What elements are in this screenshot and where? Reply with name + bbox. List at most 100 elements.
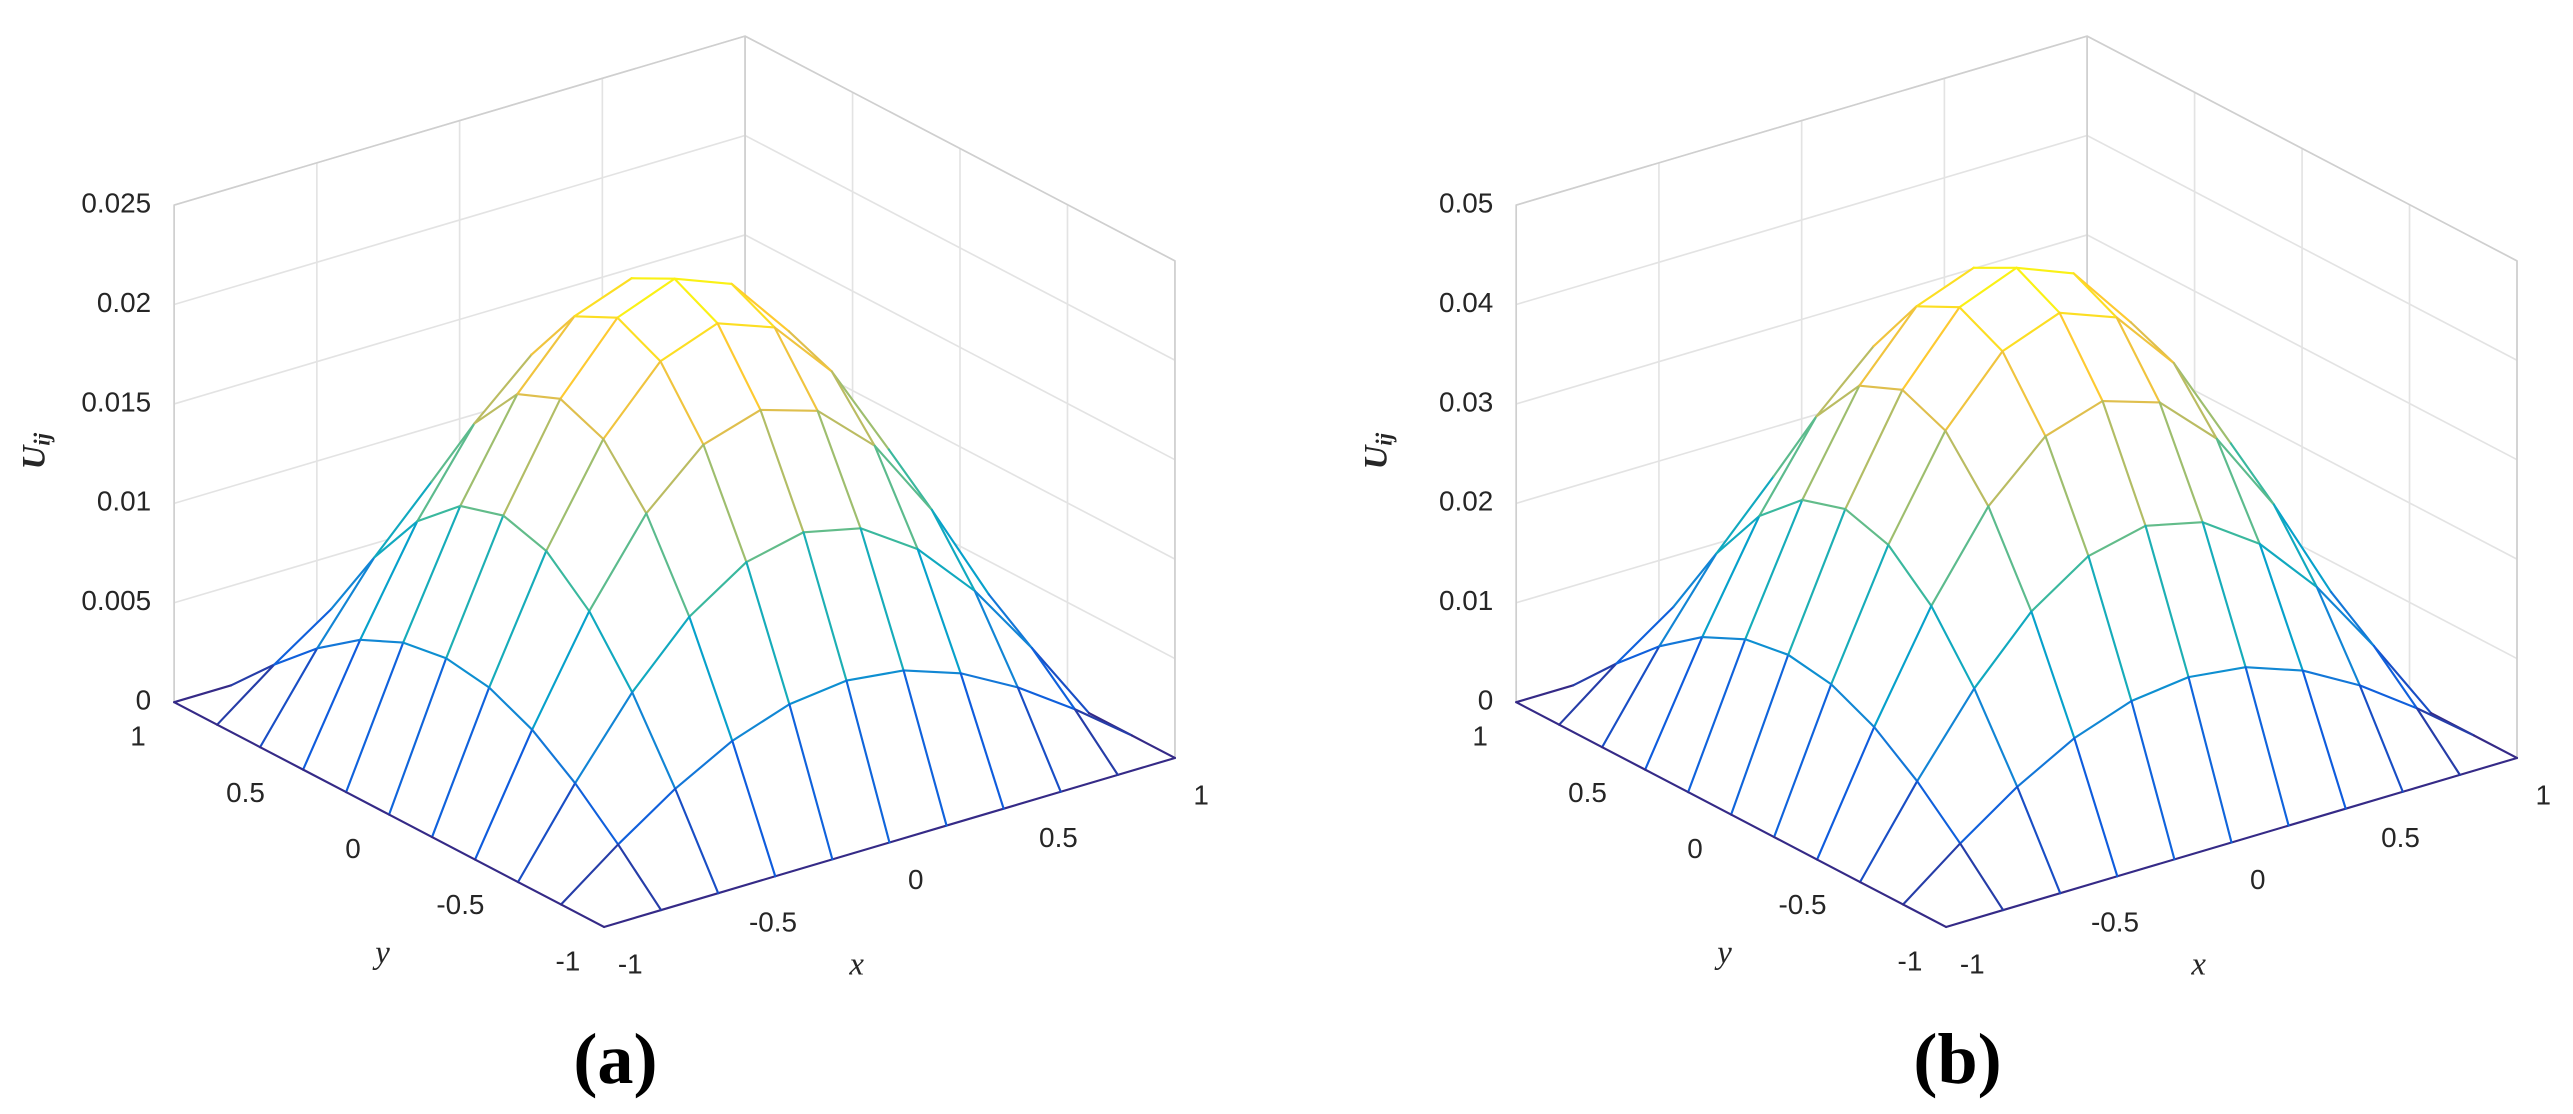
mesh-edge <box>2187 676 2233 844</box>
mesh-edge <box>973 589 1033 650</box>
z-tick-label: 0.015 <box>81 386 151 417</box>
mesh-face <box>817 410 918 550</box>
mesh-edge <box>1558 723 1604 749</box>
mesh-face <box>1074 709 1175 775</box>
mesh-edge <box>731 739 777 878</box>
mesh-face <box>1860 781 1961 905</box>
z-tick-label: 0.02 <box>97 287 151 318</box>
mesh-edge <box>716 322 776 329</box>
mesh-face <box>860 528 961 674</box>
mesh-edge <box>873 444 933 511</box>
mesh-face <box>503 398 604 551</box>
mesh-edge <box>1073 708 1134 737</box>
mesh-edge <box>1787 507 1847 656</box>
mesh-face <box>903 670 1004 826</box>
y-tick-label: -0.5 <box>1778 889 1826 920</box>
mesh-face <box>532 611 633 784</box>
mesh-edge <box>1558 662 1618 726</box>
mesh-edge <box>2058 311 2104 403</box>
mesh-face <box>1702 499 1803 640</box>
mesh-edge <box>2016 737 2076 788</box>
mesh-edge <box>660 892 720 912</box>
mesh-edge <box>688 561 748 618</box>
mesh-edge <box>1887 429 1947 546</box>
mesh-edge <box>259 746 305 771</box>
mesh-edge <box>2172 361 2232 445</box>
mesh-edge <box>1944 350 2004 432</box>
z-axis-label-base: U <box>1358 443 1394 469</box>
mesh-edge <box>2258 542 2304 672</box>
mesh-face <box>475 729 576 883</box>
mesh-edge <box>2044 435 2090 558</box>
mesh-edge <box>1615 645 1661 665</box>
mesh-face <box>2017 738 2118 894</box>
mesh <box>1515 266 2519 929</box>
mesh-edge <box>1758 498 1804 518</box>
mesh-edge <box>516 880 563 906</box>
mesh-edge <box>2201 521 2261 545</box>
mesh-edge <box>2215 437 2275 506</box>
x-tick-label: 1 <box>1193 780 1209 811</box>
mesh-face <box>1817 727 1918 883</box>
mesh-edge <box>2301 669 2361 687</box>
mesh-edge <box>1687 791 1733 816</box>
mesh-edge <box>602 437 648 515</box>
mesh-edge <box>545 437 605 552</box>
mesh-edge <box>1830 683 1876 729</box>
mesh-edge <box>731 703 791 742</box>
y-tick-label: 0.5 <box>1568 777 1607 808</box>
mesh-edge <box>702 408 762 446</box>
mesh-edge <box>1744 498 1804 641</box>
mesh-face <box>260 639 361 770</box>
mesh-edge <box>2358 684 2404 793</box>
mesh-face <box>317 521 418 649</box>
mesh-face <box>760 409 861 533</box>
mesh-face <box>1759 385 1860 517</box>
mesh-edge <box>516 782 577 884</box>
mesh-edge <box>1873 604 1933 729</box>
mesh-face <box>1988 436 2089 612</box>
mesh-edge <box>2372 644 2418 710</box>
mesh-edge <box>1601 645 1661 749</box>
mesh-edge <box>2401 773 2461 793</box>
mesh-edge <box>2059 875 2119 895</box>
mesh-face <box>846 670 947 843</box>
mesh-edge <box>530 315 576 356</box>
mesh-edge <box>2072 272 2118 319</box>
mesh-edge <box>945 807 1005 827</box>
mesh-edge <box>1773 835 1819 861</box>
mesh-edge <box>531 610 591 731</box>
mesh-edge <box>502 514 548 552</box>
x-tick-label: -0.5 <box>2091 906 2139 937</box>
mesh-edge <box>1658 636 1704 648</box>
mesh-edge <box>402 641 448 660</box>
mesh-face <box>1960 786 2061 911</box>
mesh-edge <box>2358 684 2418 710</box>
mesh-edge <box>602 909 663 929</box>
mesh-edge <box>1601 746 1647 771</box>
mesh-edge <box>887 448 933 511</box>
mesh-edge <box>273 647 319 666</box>
mesh-edge <box>930 508 990 596</box>
mesh-edge <box>531 728 577 785</box>
mesh-edge <box>745 561 791 706</box>
z-tick-label: 0.02 <box>1439 486 1493 517</box>
mesh-edge <box>473 728 534 861</box>
mesh-face <box>1774 684 1875 860</box>
mesh-face <box>518 783 619 905</box>
mesh-edge <box>1816 858 1862 884</box>
mesh-edge <box>316 638 362 650</box>
mesh-edge <box>2030 554 2090 613</box>
mesh-edge <box>2101 399 2147 527</box>
mesh-edge <box>2058 311 2118 319</box>
mesh-face <box>2102 401 2203 526</box>
mesh-edge <box>973 589 1019 689</box>
mesh-edge <box>1930 604 1976 690</box>
mesh-edge <box>730 282 790 333</box>
mesh-edge <box>173 701 219 726</box>
mesh-edge <box>516 315 576 396</box>
mesh-edge <box>2272 503 2318 589</box>
mesh-face <box>575 692 676 845</box>
mesh-edge <box>830 370 876 447</box>
mesh-face <box>732 704 833 877</box>
